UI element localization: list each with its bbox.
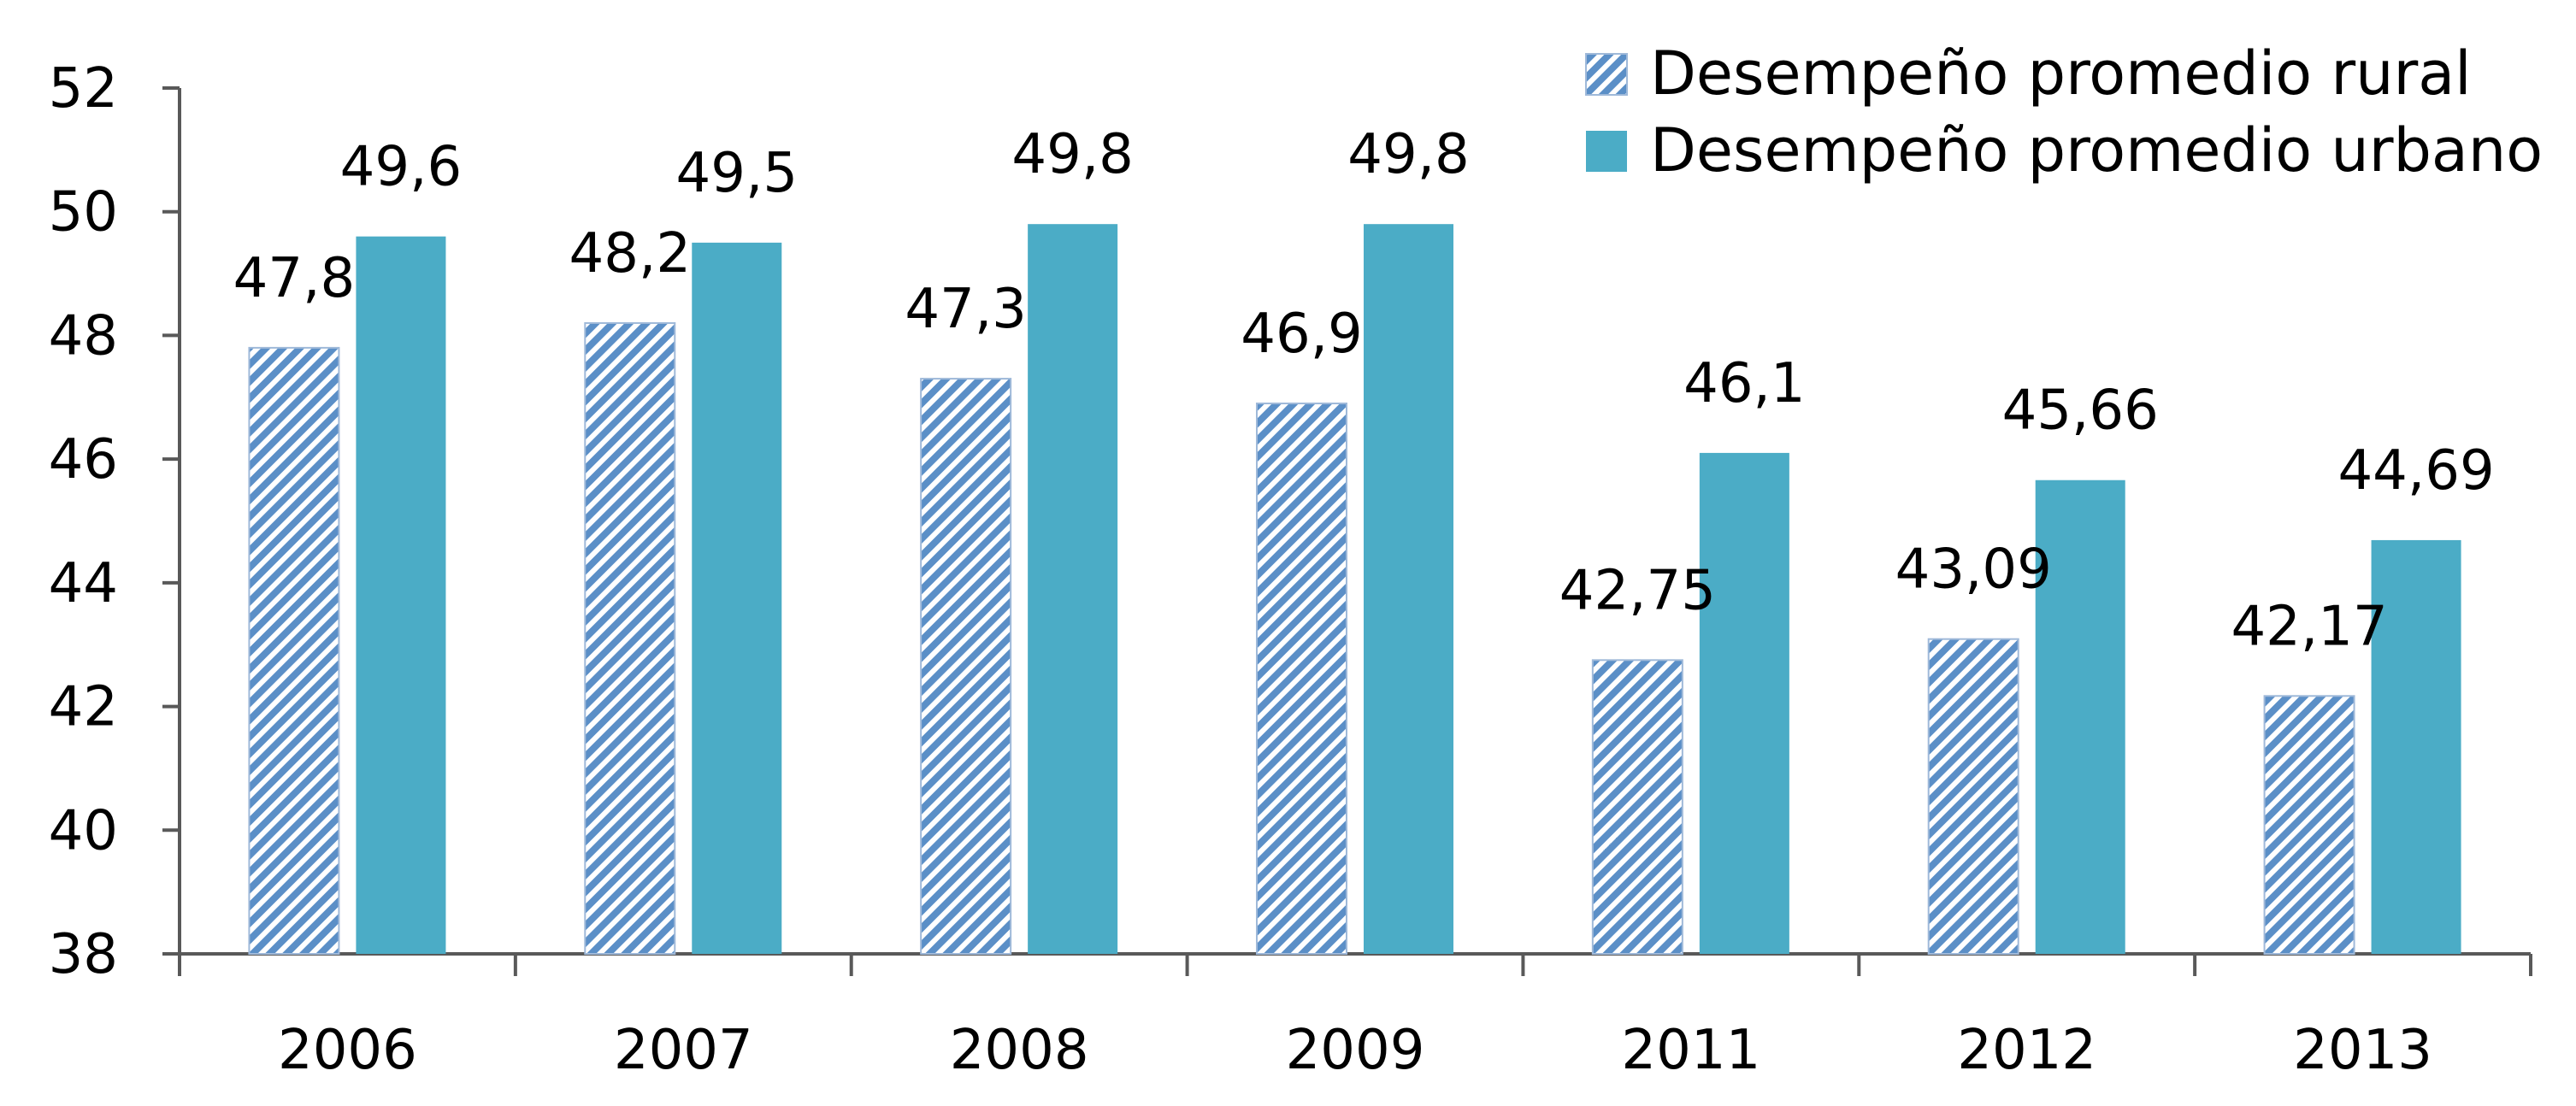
data-label-rural-2009: 46,9 xyxy=(1241,303,1363,366)
y-tick-label: 44 xyxy=(49,552,118,615)
bar-urban-2011 xyxy=(1699,452,1789,954)
bar-rural-2012 xyxy=(1927,638,2019,955)
legend-label-rural: Desempeño promedio rural xyxy=(1650,38,2472,109)
data-label-urban-2007: 49,5 xyxy=(676,142,799,205)
bar-rural-2011 xyxy=(1591,659,1683,956)
x-tick-label: 2013 xyxy=(2293,1019,2432,1082)
bar-rural-2007 xyxy=(584,321,676,955)
bars xyxy=(248,224,2461,956)
x-tick-label: 2007 xyxy=(614,1019,753,1082)
y-tick-label: 52 xyxy=(49,57,118,121)
y-tick-label: 50 xyxy=(49,181,118,244)
data-labels: 47,8 49,6 48,2 49,5 47,3 49,8 46,9 49,8 42,75 46,… xyxy=(233,123,2495,658)
bar-urban-2009 xyxy=(1364,224,1453,955)
axes: 38 40 42 44 46 48 50 52 2006 2007 2008 2009 2011 2012… xyxy=(49,57,2532,1082)
bar-urban-2012 xyxy=(2035,479,2125,954)
data-label-rural-2012: 43,09 xyxy=(1895,538,2052,602)
data-label-rural-2011: 42,75 xyxy=(1559,559,1716,622)
legend-swatch-urban xyxy=(1586,131,1627,172)
y-tick-label: 48 xyxy=(49,304,118,368)
x-tick-label: 2011 xyxy=(1621,1019,1760,1082)
bar-rural-2009 xyxy=(1256,403,1347,955)
bar-rural-2013 xyxy=(2263,695,2355,955)
bar-urban-2006 xyxy=(356,236,446,955)
x-tick-label: 2012 xyxy=(1957,1019,2096,1082)
data-label-urban-2008: 49,8 xyxy=(1011,123,1134,186)
data-label-urban-2011: 46,1 xyxy=(1683,352,1806,415)
legend-label-urban: Desempeño promedio urbano xyxy=(1650,115,2543,185)
legend-swatch-rural xyxy=(1585,53,1628,96)
bar-urban-2008 xyxy=(1028,224,1118,955)
x-tick-label: 2006 xyxy=(278,1019,417,1082)
data-label-urban-2009: 49,8 xyxy=(1347,123,1470,186)
data-label-rural-2013: 42,17 xyxy=(2231,595,2387,658)
y-tick-label: 42 xyxy=(49,676,118,739)
data-label-urban-2013: 44,69 xyxy=(2337,439,2494,503)
bar-urban-2013 xyxy=(2371,539,2461,954)
y-tick-label: 46 xyxy=(49,428,118,491)
data-label-rural-2007: 48,2 xyxy=(569,222,692,285)
data-label-rural-2008: 47,3 xyxy=(905,278,1027,341)
data-label-urban-2006: 49,6 xyxy=(340,136,463,199)
x-tick-label: 2008 xyxy=(950,1019,1089,1082)
data-label-urban-2012: 45,66 xyxy=(2002,379,2159,443)
y-tick-label: 38 xyxy=(49,923,118,986)
y-tick-label: 40 xyxy=(49,799,118,862)
bar-rural-2006 xyxy=(248,346,340,955)
data-label-rural-2006: 47,8 xyxy=(233,247,356,310)
bar-rural-2008 xyxy=(920,378,1012,956)
x-tick-label: 2009 xyxy=(1286,1019,1425,1082)
bar-urban-2007 xyxy=(692,242,782,955)
